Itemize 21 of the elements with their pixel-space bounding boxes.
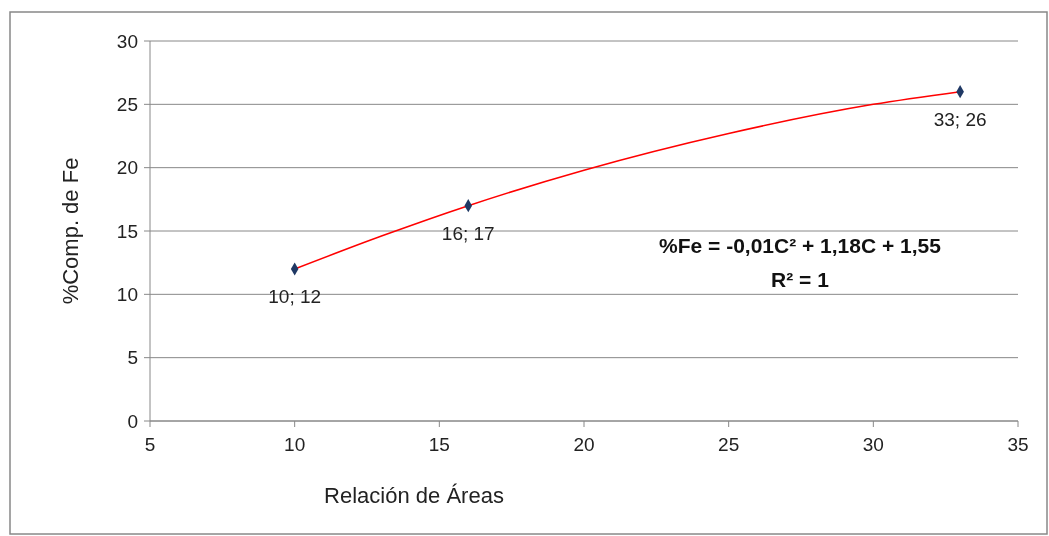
- y-tick-label: 0: [127, 410, 138, 432]
- x-tick-label: 30: [862, 434, 884, 455]
- data-label: 33; 26: [933, 108, 987, 130]
- x-tick-label: 5: [144, 434, 156, 455]
- annotation: %Fe = -0,01C² + 1,18C + 1,55: [659, 234, 942, 257]
- y-tick-label: 20: [116, 157, 138, 179]
- x-tick-label: 35: [1007, 434, 1029, 455]
- data-label: 10; 12: [268, 286, 322, 307]
- x-axis-title: Relación de Áreas: [324, 483, 504, 508]
- x-tick-label: 25: [718, 434, 740, 455]
- annotation: R² = 1: [771, 268, 830, 291]
- x-tick-label: 15: [428, 434, 450, 455]
- x-tick-label: 10: [284, 434, 306, 455]
- y-tick-label: 10: [116, 283, 138, 305]
- y-axis-title: %Comp. de Fe: [58, 157, 83, 305]
- y-tick-label: 5: [127, 347, 138, 369]
- data-label: 16; 17: [441, 222, 495, 244]
- y-tick-label: 15: [116, 220, 138, 242]
- y-tick-label: 30: [116, 30, 138, 52]
- y-tick-label: 25: [116, 93, 138, 115]
- x-tick-label: 20: [573, 434, 595, 455]
